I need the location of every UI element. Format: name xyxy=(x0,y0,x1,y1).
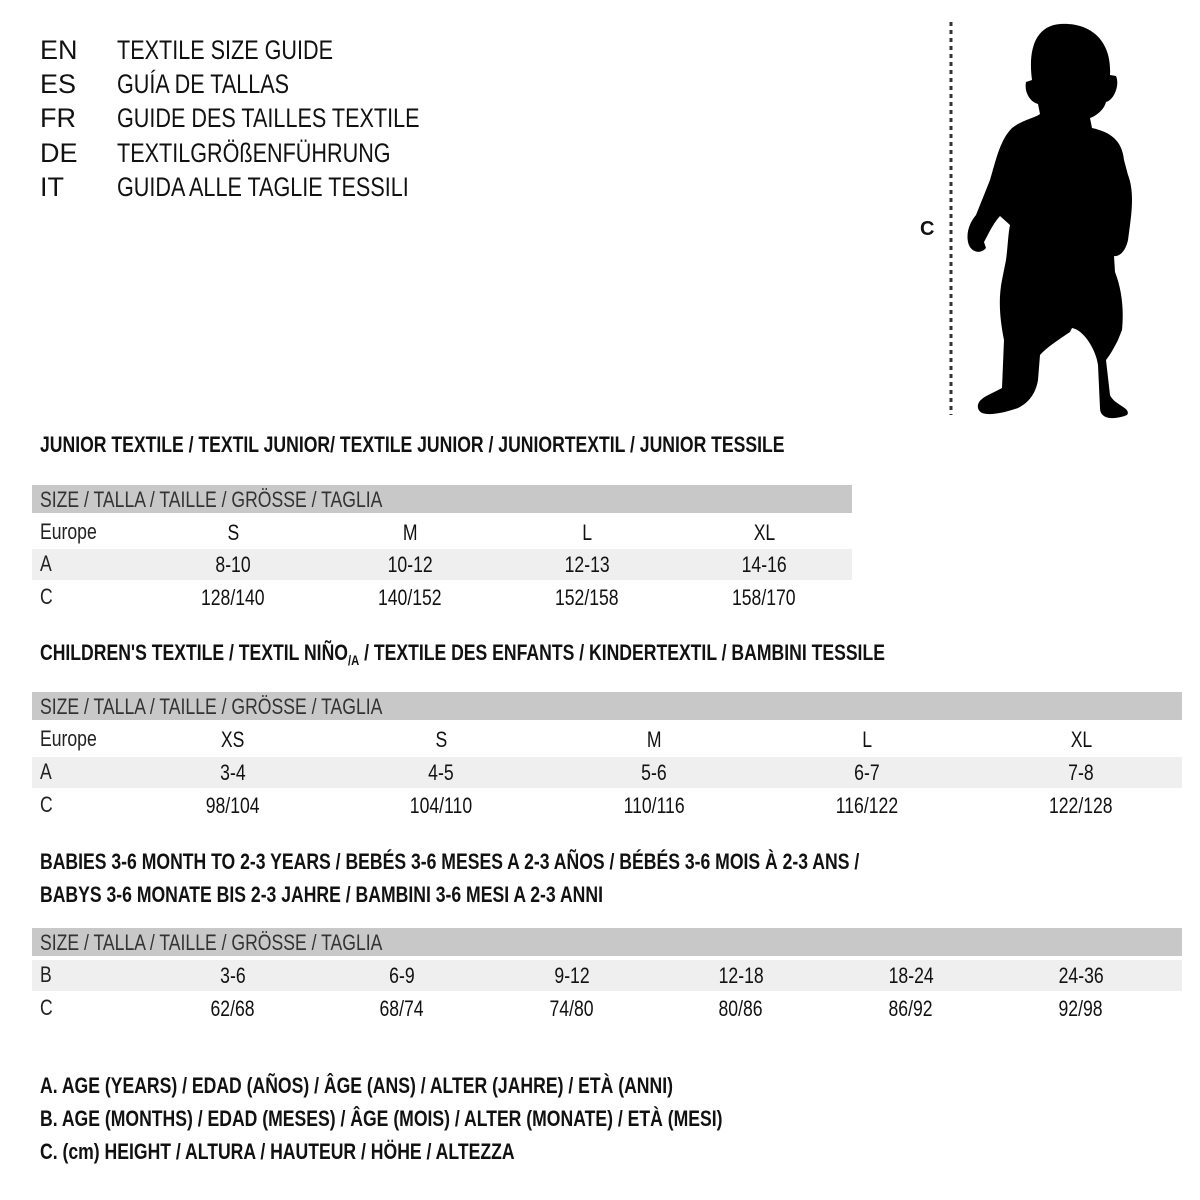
table-header-row: SIZE / TALLA / TAILLE / GRÖSSE / TAGLIA xyxy=(32,692,1182,720)
header-label: SIZE / TALLA / TAILLE / GRÖSSE / TAGLIA xyxy=(40,930,383,955)
header-label: SIZE / TALLA / TAILLE / GRÖSSE / TAGLIA xyxy=(40,694,383,719)
table-cell: L xyxy=(862,727,872,752)
lang-title: GUÍA DE TALLAS xyxy=(117,69,290,99)
table-cell: 116/122 xyxy=(835,793,899,818)
table-cell: 80/86 xyxy=(718,996,764,1021)
lang-code: FR xyxy=(40,103,76,133)
row-label: Europe xyxy=(40,519,97,544)
table-cell: M xyxy=(402,520,418,545)
legend-item-c: C. (cm) HEIGHT / ALTURA / HAUTEUR / HÖHE… xyxy=(40,1139,515,1164)
row-label: A xyxy=(40,551,52,576)
height-measure-label: C xyxy=(920,218,935,240)
table-row: C 128/140 140/152 152/158 158/170 xyxy=(32,582,852,613)
legend-item-a: A. AGE (YEARS) / EDAD (AÑOS) / ÂGE (ANS)… xyxy=(40,1073,673,1098)
table-row: Europe S M L XL xyxy=(32,517,852,548)
table-row: A 8-10 10-12 12-13 14-16 xyxy=(32,549,852,580)
child-silhouette-icon xyxy=(949,22,1132,419)
lang-code: DE xyxy=(40,138,78,168)
lang-title: TEXTILGRÖßENFÜHRUNG xyxy=(117,138,391,168)
table-cell: 110/116 xyxy=(623,793,685,818)
table-cell: 7-8 xyxy=(1068,760,1094,785)
table-cell: 18-24 xyxy=(888,963,934,988)
table-cell: 104/110 xyxy=(409,793,473,818)
lang-code: ES xyxy=(40,69,77,99)
table-cell: 5-6 xyxy=(641,760,667,785)
table-cell: 12-13 xyxy=(564,552,610,577)
table-cell: XL xyxy=(1070,727,1092,752)
table-cell: S xyxy=(227,520,239,545)
table-cell: XL xyxy=(753,520,775,545)
babies-section-title-line2: BABYS 3-6 MONATE BIS 2-3 JAHRE / BAMBINI… xyxy=(40,882,603,907)
table-cell: 9-12 xyxy=(554,963,590,988)
table-cell: 4-5 xyxy=(428,760,454,785)
lang-title: GUIDA ALLE TAGLIE TESSILI xyxy=(117,172,409,202)
table-row: C 98/104 104/110 110/116 116/122 122/128 xyxy=(32,790,1182,821)
table-cell: 62/68 xyxy=(210,996,256,1021)
table-row: A 3-4 4-5 5-6 6-7 7-8 xyxy=(32,757,1182,788)
table-cell: 152/158 xyxy=(555,585,619,610)
table-cell: S xyxy=(435,727,447,752)
table-cell: 74/80 xyxy=(549,996,595,1021)
table-cell: 12-18 xyxy=(718,963,764,988)
lang-title: TEXTILE SIZE GUIDE xyxy=(117,35,334,65)
table-row: B 3-6 6-9 9-12 12-18 18-24 24-36 xyxy=(32,960,1182,991)
table-cell: XS xyxy=(221,727,245,752)
row-label: C xyxy=(40,995,53,1020)
row-label: C xyxy=(40,792,53,817)
row-label: C xyxy=(40,584,53,609)
silhouette-shape xyxy=(967,23,1132,419)
table-header-row: SIZE / TALLA / TAILLE / GRÖSSE / TAGLIA xyxy=(32,928,1182,956)
table-cell: 128/140 xyxy=(201,585,265,610)
lang-code: IT xyxy=(40,172,64,202)
table-cell: 140/152 xyxy=(378,585,442,610)
table-cell: 68/74 xyxy=(379,996,425,1021)
table-cell: 158/170 xyxy=(732,585,796,610)
legend-item-b: B. AGE (MONTHS) / EDAD (MESES) / ÂGE (MO… xyxy=(40,1106,723,1131)
lang-title: GUIDE DES TAILLES TEXTILE xyxy=(117,103,420,133)
table-header-row: SIZE / TALLA / TAILLE / GRÖSSE / TAGLIA xyxy=(32,485,852,513)
header-label: SIZE / TALLA / TAILLE / GRÖSSE / TAGLIA xyxy=(40,487,383,512)
lang-code: EN xyxy=(40,35,78,65)
row-label: A xyxy=(40,759,52,784)
table-cell: 98/104 xyxy=(206,793,260,818)
table-cell: 14-16 xyxy=(741,552,787,577)
table-cell: 6-7 xyxy=(854,760,880,785)
row-label: B xyxy=(40,962,52,987)
table-cell: L xyxy=(582,520,592,545)
children-section-title: CHILDREN'S TEXTILE / TEXTIL NIÑO/A / TEX… xyxy=(40,640,885,668)
babies-section-title-line1: BABIES 3-6 MONTH TO 2-3 YEARS / BEBÉS 3-… xyxy=(40,849,860,874)
table-cell: 24-36 xyxy=(1058,963,1104,988)
table-row: C 62/68 68/74 74/80 80/86 86/92 92/98 xyxy=(32,993,1182,1024)
table-cell: 10-12 xyxy=(387,552,433,577)
table-cell: 86/92 xyxy=(888,996,934,1021)
table-row: Europe XS S M L XL xyxy=(32,724,1182,755)
table-cell: 3-6 xyxy=(220,963,246,988)
table-cell: M xyxy=(646,727,662,752)
table-cell: 6-9 xyxy=(389,963,415,988)
table-cell: 3-4 xyxy=(220,760,246,785)
row-label: Europe xyxy=(40,726,97,751)
junior-section-title: JUNIOR TEXTILE / TEXTIL JUNIOR/ TEXTILE … xyxy=(40,432,785,457)
table-cell: 8-10 xyxy=(215,552,251,577)
table-cell: 92/98 xyxy=(1058,996,1104,1021)
table-cell: 122/128 xyxy=(1049,793,1113,818)
